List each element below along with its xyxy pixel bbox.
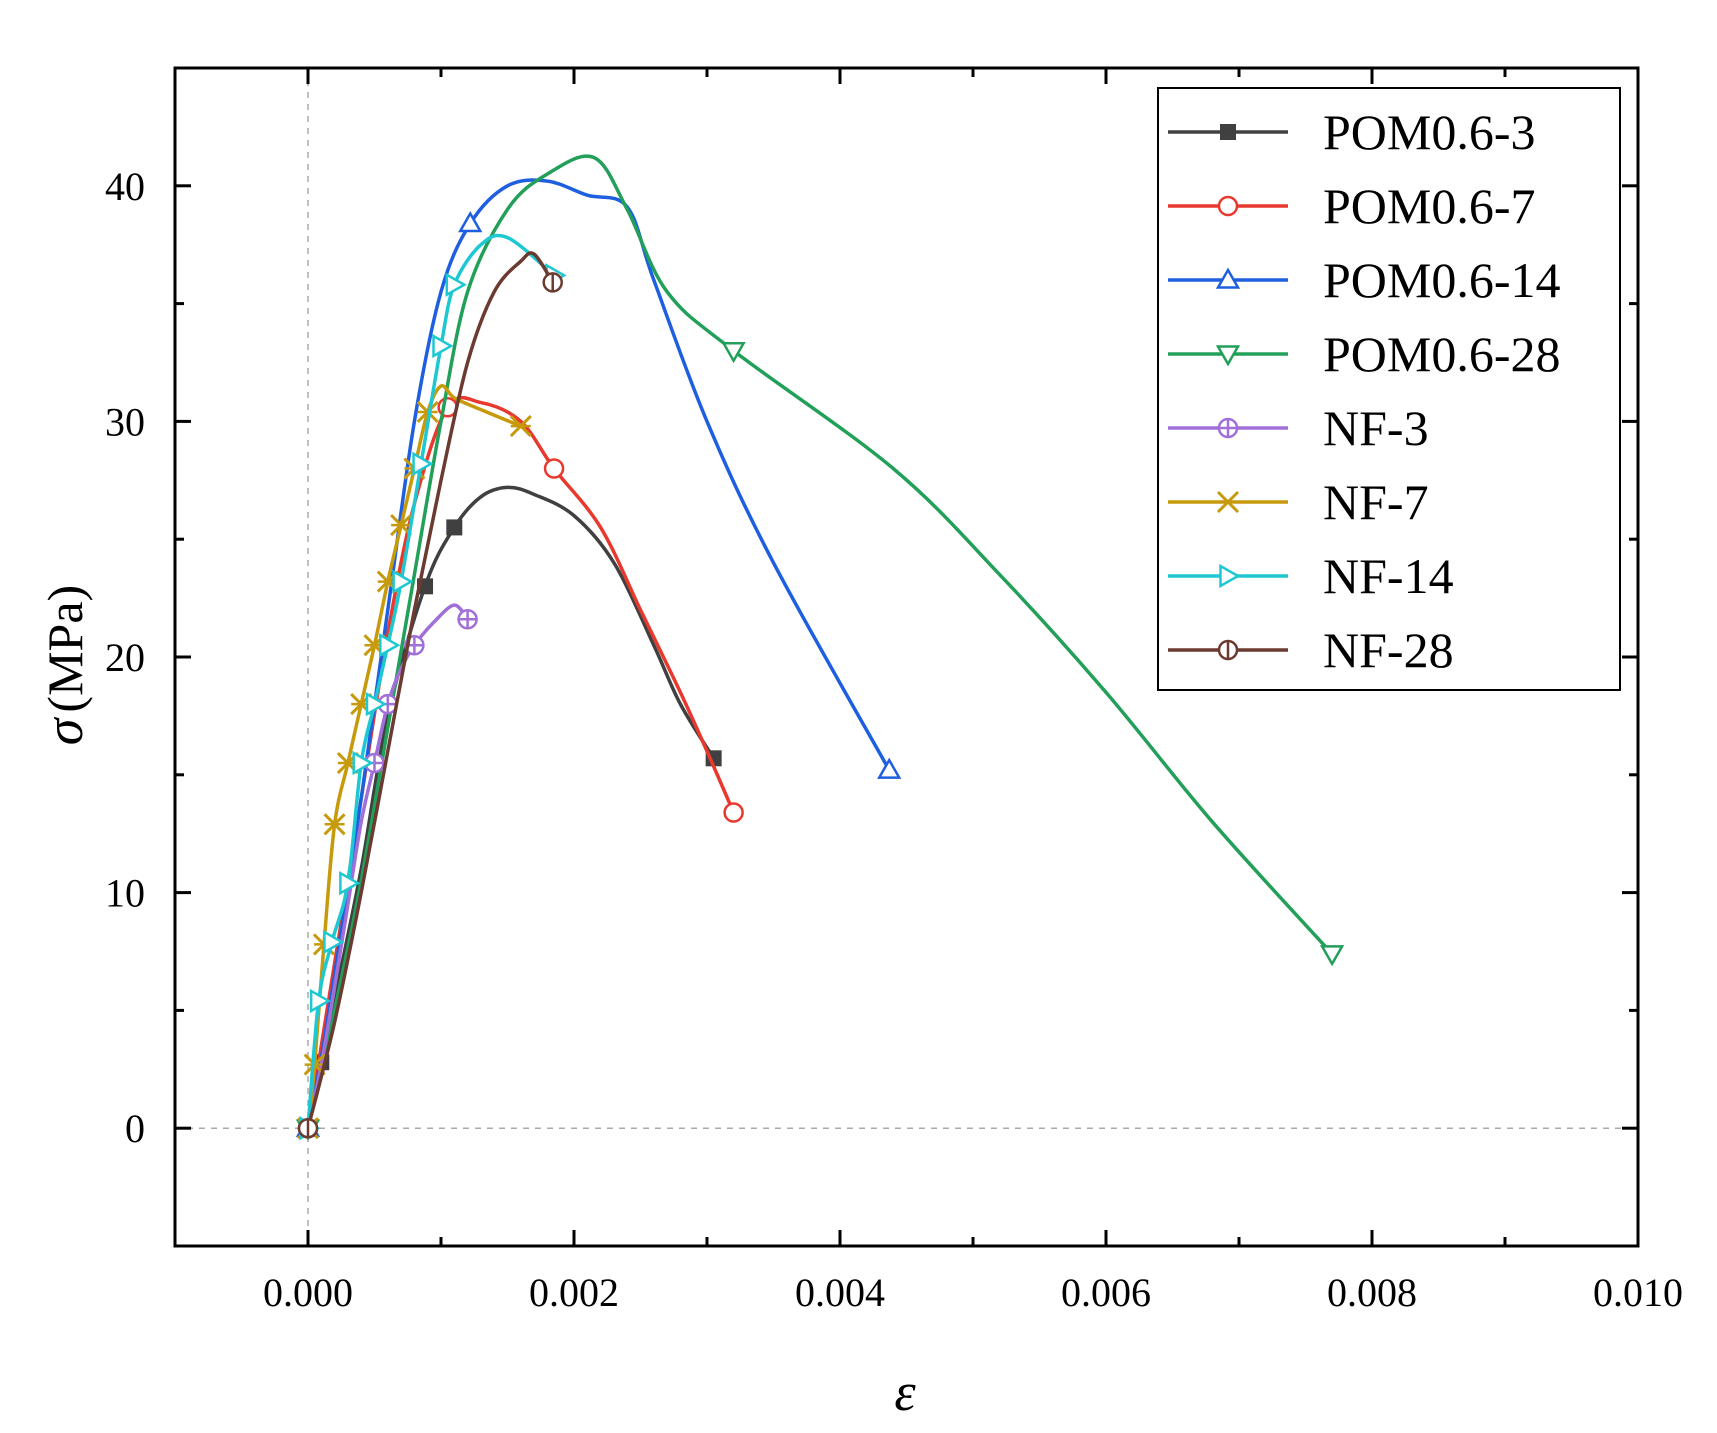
data-point-nf-7 [509,415,532,438]
legend-label: POM0.6-3 [1323,104,1536,160]
y-tick-label: 40 [105,164,145,209]
data-point-pom0-6-7 [723,802,744,823]
data-point-nf-14 [339,871,361,896]
legend-item-pom0-6-28: POM0.6-28 [1168,326,1561,382]
legend-label: NF-14 [1323,548,1454,604]
series-line-pom0-6-14 [306,178,891,1130]
legend: POM0.6-3 POM0.6-7 POM0.6-14 POM0.6-28 NF-3 NF… [1157,87,1621,691]
series-pom0-6-14 [295,178,902,1137]
legend-marker [1215,267,1241,289]
data-point-nf-14 [432,333,454,359]
reference-lines [175,68,1638,1246]
data-point-pom0-6-14 [877,757,902,779]
data-point-nf-28 [297,1117,319,1139]
data-point-pom0-6-14 [458,210,483,233]
y-axis-title: σ (MPa) [34,585,94,745]
legend-label: NF-7 [1323,474,1429,530]
x-tick-label: 0.002 [529,1270,619,1315]
data-point-nf-28 [542,272,563,293]
legend-marker [1217,639,1239,661]
y-tick-label: 0 [125,1106,145,1151]
x-tick-label: 0.006 [1061,1270,1151,1315]
legend-item-nf-14: NF-14 [1168,548,1454,604]
series-line-nf-28 [306,251,555,1130]
data-point-nf-14 [445,272,467,297]
axis-ticks: 0.000 0.002 0.004 0.006 0.008 0.010 0 10 20 30 40 [105,66,1683,1315]
x-tick-label: 0.000 [263,1270,353,1315]
legend-marker [1217,195,1239,217]
series-nf-28 [297,251,563,1139]
y-tick-label: 10 [105,871,145,916]
data-point-nf-3 [457,609,478,630]
data-point-nf-14 [323,929,345,955]
legend-label: NF-3 [1323,400,1429,456]
series-line-pom0-6-3 [306,485,716,1130]
data-point-pom0-6-28 [1319,945,1345,967]
y-axis-symbol: σ [34,716,94,745]
data-point-nf-14 [379,633,401,658]
legend-marker [1217,417,1239,439]
data-point-nf-14 [309,988,332,1014]
x-tick-label: 0.010 [1593,1270,1683,1315]
series-layer [295,154,1345,1141]
legend-item-pom0-6-3: POM0.6-3 [1168,104,1536,160]
data-point-pom0-6-7 [543,458,565,479]
legend-marker [1216,490,1240,514]
data-point-pom0-6-28 [721,341,746,364]
legend-item-pom0-6-14: POM0.6-14 [1168,252,1561,308]
legend-box [1157,87,1621,691]
legend-item-pom0-6-7: POM0.6-7 [1168,178,1536,234]
data-point-nf-14 [412,451,434,476]
data-point-nf-7 [390,514,413,537]
series-line-nf-14 [306,233,556,1130]
x-axis-title: ε [894,1362,916,1422]
data-point-nf-14 [352,750,374,776]
data-point-nf-14 [392,569,414,594]
legend-marker [1220,124,1236,140]
y-tick-label: 20 [105,635,145,680]
legend-marker [1215,345,1241,367]
legend-label: NF-28 [1323,622,1454,678]
x-tick-label: 0.004 [795,1270,885,1315]
data-point-nf-7 [323,813,346,836]
data-point-nf-7 [416,400,439,424]
legend-label: POM0.6-28 [1323,326,1561,382]
legend-item-nf-3: NF-3 [1168,400,1429,456]
legend-item-nf-28: NF-28 [1168,622,1454,678]
data-point-pom0-6-3 [446,519,463,536]
x-tick-label: 0.008 [1327,1270,1417,1315]
y-tick-label: 30 [105,399,145,444]
legend-label: POM0.6-14 [1323,252,1561,308]
y-axis-unit: (MPa) [37,585,93,713]
legend-item-nf-7: NF-7 [1168,474,1429,530]
data-point-nf-14 [365,691,388,717]
legend-marker [1219,563,1241,589]
legend-label: POM0.6-7 [1323,178,1536,234]
